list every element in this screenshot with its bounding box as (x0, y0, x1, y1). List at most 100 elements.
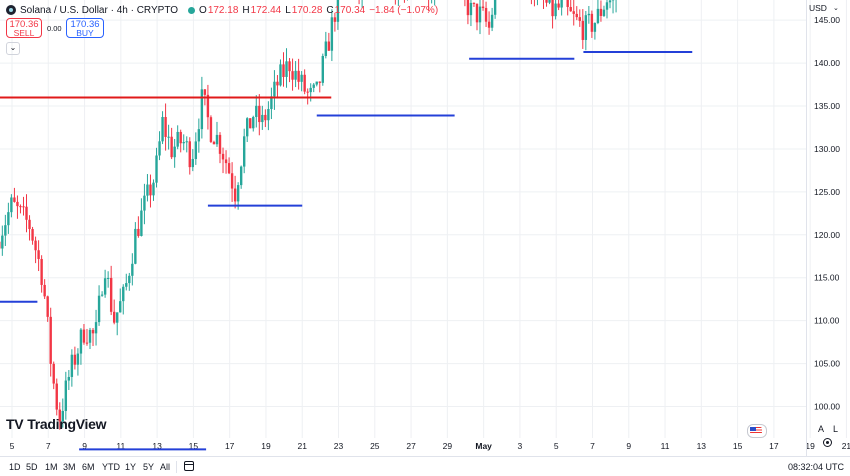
range-1y[interactable]: 1Y (125, 462, 137, 472)
candle-body (227, 163, 231, 174)
candle-body (605, 2, 609, 10)
candle-body (478, 6, 482, 23)
candle-body (76, 353, 80, 365)
candle-body (73, 354, 77, 365)
utc-clock[interactable]: 08:32:04 UTC (788, 462, 845, 472)
x-tick-label: 19 (805, 441, 815, 451)
currency-selector[interactable]: USD ⌄ (809, 3, 839, 13)
range-5d[interactable]: 5D (26, 462, 38, 472)
candle-body (1, 235, 4, 249)
brand-name: TradingView (27, 416, 107, 432)
price-chart[interactable]: 100.00105.00110.00115.00120.00125.00130.… (0, 0, 850, 456)
candle-body (554, 3, 557, 17)
candle-body (599, 8, 603, 16)
candle-body (569, 6, 572, 12)
candle-body (590, 13, 594, 32)
candle-body (137, 228, 140, 236)
candle-body (170, 136, 173, 158)
candle-body (221, 153, 225, 160)
candle-body (218, 134, 222, 154)
range-3m[interactable]: 3M (63, 462, 76, 472)
x-tick-label: 15 (189, 441, 199, 451)
collapse-legend-button[interactable]: ⌄ (6, 42, 20, 55)
candle-body (318, 81, 321, 83)
candle-body (596, 8, 600, 23)
candle-body (212, 141, 216, 145)
y-tick-label: 140.00 (814, 58, 840, 68)
candle-body (200, 89, 204, 130)
candle-body (131, 263, 134, 276)
candle-body (548, 0, 551, 3)
x-tick-label: 3 (518, 441, 523, 451)
candle-body (306, 91, 309, 93)
y-tick-label: 105.00 (814, 359, 840, 369)
candle-body (149, 184, 152, 196)
symbol-title[interactable]: Solana / U.S. Dollar · 4h · CRYPTO (20, 4, 179, 16)
candle-body (94, 322, 98, 334)
market-status-icon (188, 6, 196, 14)
buy-button[interactable]: 170.36 BUY (66, 18, 104, 38)
candle-body (179, 131, 182, 144)
candle-body (7, 212, 10, 226)
range-1d[interactable]: 1D (9, 462, 21, 472)
candle-body (122, 286, 125, 302)
high-value: 172.44 (250, 4, 282, 16)
candle-body (194, 141, 198, 160)
candle-body (242, 136, 246, 167)
candle-body (333, 17, 337, 22)
candle-body (578, 17, 581, 21)
candle-body (584, 15, 588, 40)
candle-body (206, 94, 210, 118)
range-all[interactable]: All (160, 462, 171, 472)
low-key: L (285, 4, 291, 16)
x-tick-label: 11 (116, 441, 125, 451)
log-scale-button[interactable]: L (833, 424, 839, 434)
candle-body (106, 277, 110, 279)
candle-body (143, 195, 146, 211)
candle-body (493, 0, 497, 15)
x-tick-label: 29 (443, 441, 453, 451)
candle-body (267, 109, 270, 121)
calendar-icon[interactable] (184, 461, 194, 471)
candle-body (103, 278, 107, 295)
candle-body (49, 316, 52, 364)
y-tick-label: 115.00 (814, 273, 840, 283)
candle-body (279, 64, 282, 86)
gear-icon[interactable] (823, 438, 832, 447)
candle-body (239, 166, 243, 186)
candle-body (300, 74, 303, 82)
x-tick-label: 7 (46, 441, 51, 451)
range-ytd[interactable]: YTD (102, 462, 120, 472)
candle-body (88, 329, 92, 343)
candle-body (261, 114, 264, 123)
candle-body (484, 7, 488, 22)
candle-body (197, 129, 201, 142)
currency-label: USD (809, 3, 827, 13)
x-tick-label: 7 (590, 441, 595, 451)
candle-body (40, 258, 43, 285)
auto-scale-button[interactable]: A (818, 424, 825, 434)
candle-body (16, 201, 19, 207)
x-tick-label: 11 (661, 441, 670, 451)
x-tick-label: 21 (298, 441, 308, 451)
range-6m[interactable]: 6M (82, 462, 95, 472)
candle-body (487, 21, 491, 28)
candle-body (575, 13, 578, 18)
x-tick-label: 9 (82, 441, 87, 451)
range-5y[interactable]: 5Y (143, 462, 155, 472)
range-1m[interactable]: 1M (45, 462, 58, 472)
candle-body (466, 0, 470, 16)
candle-body (288, 61, 291, 72)
tradingview-logo[interactable]: TV TradingView (6, 416, 107, 432)
candle-body (58, 409, 61, 422)
candle-body (472, 2, 476, 4)
candle-body (258, 105, 261, 123)
candle-body (587, 13, 591, 16)
symbol-header: Solana / U.S. Dollar · 4h · CRYPTO O 172… (6, 3, 442, 17)
x-tick-label: 15 (733, 441, 743, 451)
candle-body (28, 219, 31, 230)
buy-price: 170.36 (70, 19, 100, 30)
buy-label: BUY (76, 28, 94, 38)
sell-button[interactable]: 170.36 SELL (6, 18, 42, 38)
close-value: 170.34 (334, 4, 366, 16)
